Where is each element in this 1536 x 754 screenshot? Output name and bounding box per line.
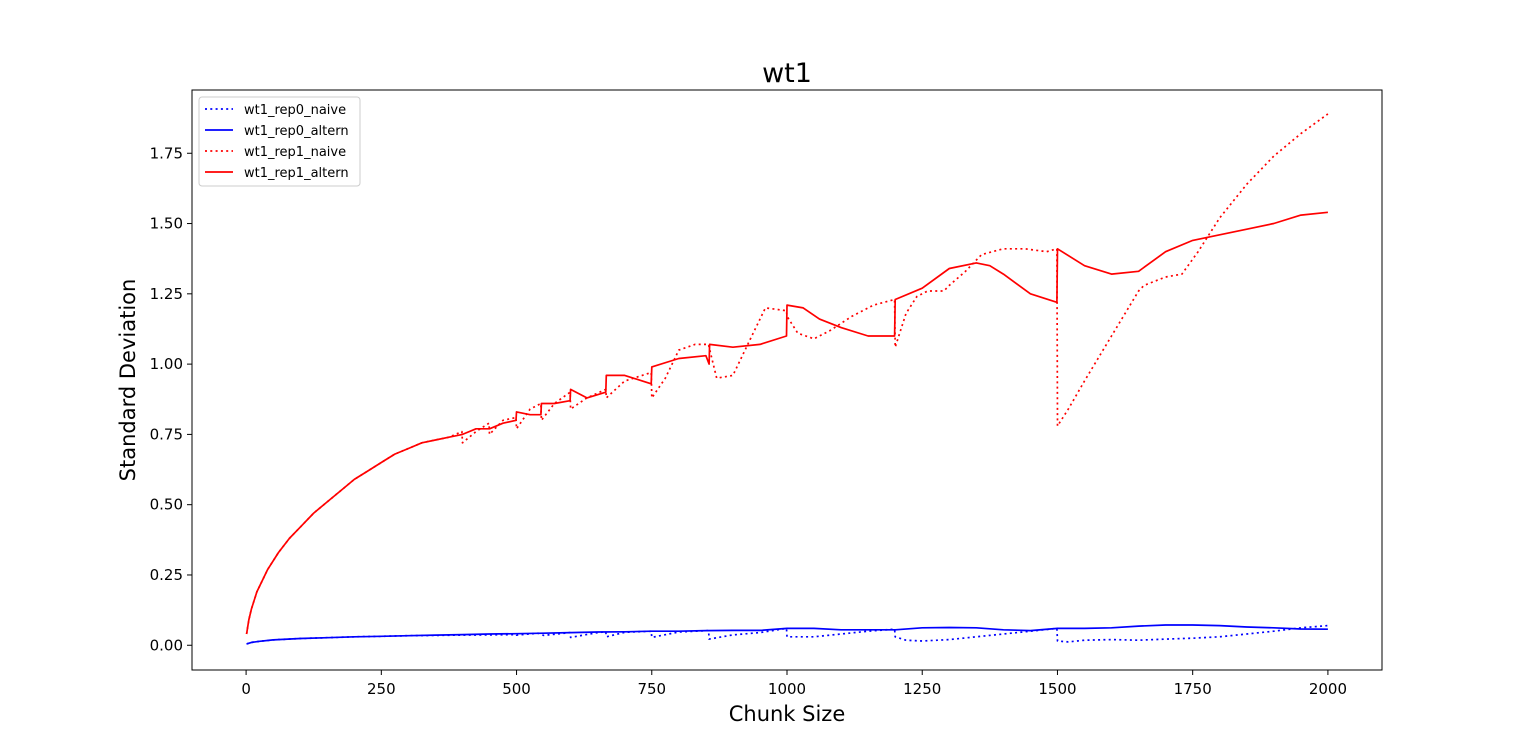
y-tick-label: 1.50	[150, 215, 183, 233]
x-tick-label: 0	[241, 680, 251, 698]
x-tick-label: 250	[367, 680, 396, 698]
x-tick-label: 1000	[768, 680, 806, 698]
y-tick-label: 1.00	[150, 355, 183, 373]
plot-area	[245, 113, 1329, 645]
y-tick-label: 1.75	[150, 144, 183, 162]
y-tick-label: 0.50	[150, 496, 183, 514]
series-line-wt1-rep0-altern	[246, 624, 1328, 645]
x-tick-label: 1250	[903, 680, 941, 698]
series-line-wt1-rep1-altern	[245, 211, 1328, 635]
y-tick-label: 0.25	[150, 566, 183, 584]
x-tick-label: 1500	[1038, 680, 1076, 698]
chart-title: wt1	[762, 58, 812, 89]
legend-label: wt1_rep1_altern	[244, 166, 349, 181]
y-axis: 0.00 0.25 0.50 0.75 1.00 1.25 1.50 1.75	[150, 144, 192, 654]
x-tick-label: 1750	[1174, 680, 1212, 698]
legend-label: wt1_rep0_altern	[244, 124, 349, 139]
x-tick-label: 2000	[1309, 680, 1347, 698]
plot-frame	[191, 89, 1383, 671]
x-tick-label: 750	[637, 680, 666, 698]
legend-label: wt1_rep0_naive	[244, 103, 346, 118]
y-tick-label: 0.75	[150, 425, 183, 443]
legend-box	[198, 96, 361, 187]
y-tick-label: 0.00	[150, 636, 183, 654]
legend-label: wt1_rep1_naive	[244, 145, 346, 160]
y-tick-label: 1.25	[150, 285, 183, 303]
x-axis-label: Chunk Size	[729, 702, 846, 726]
series-line-wt1-rep1-naive	[245, 113, 1329, 635]
legend: wt1_rep0_naive wt1_rep0_altern wt1_rep1_na…	[198, 96, 361, 187]
x-axis: 0 250 500 750 1000 1250 1500 1750 2000	[241, 670, 1347, 698]
y-axis-label: Standard Deviation	[116, 279, 140, 482]
x-tick-label: 500	[502, 680, 531, 698]
